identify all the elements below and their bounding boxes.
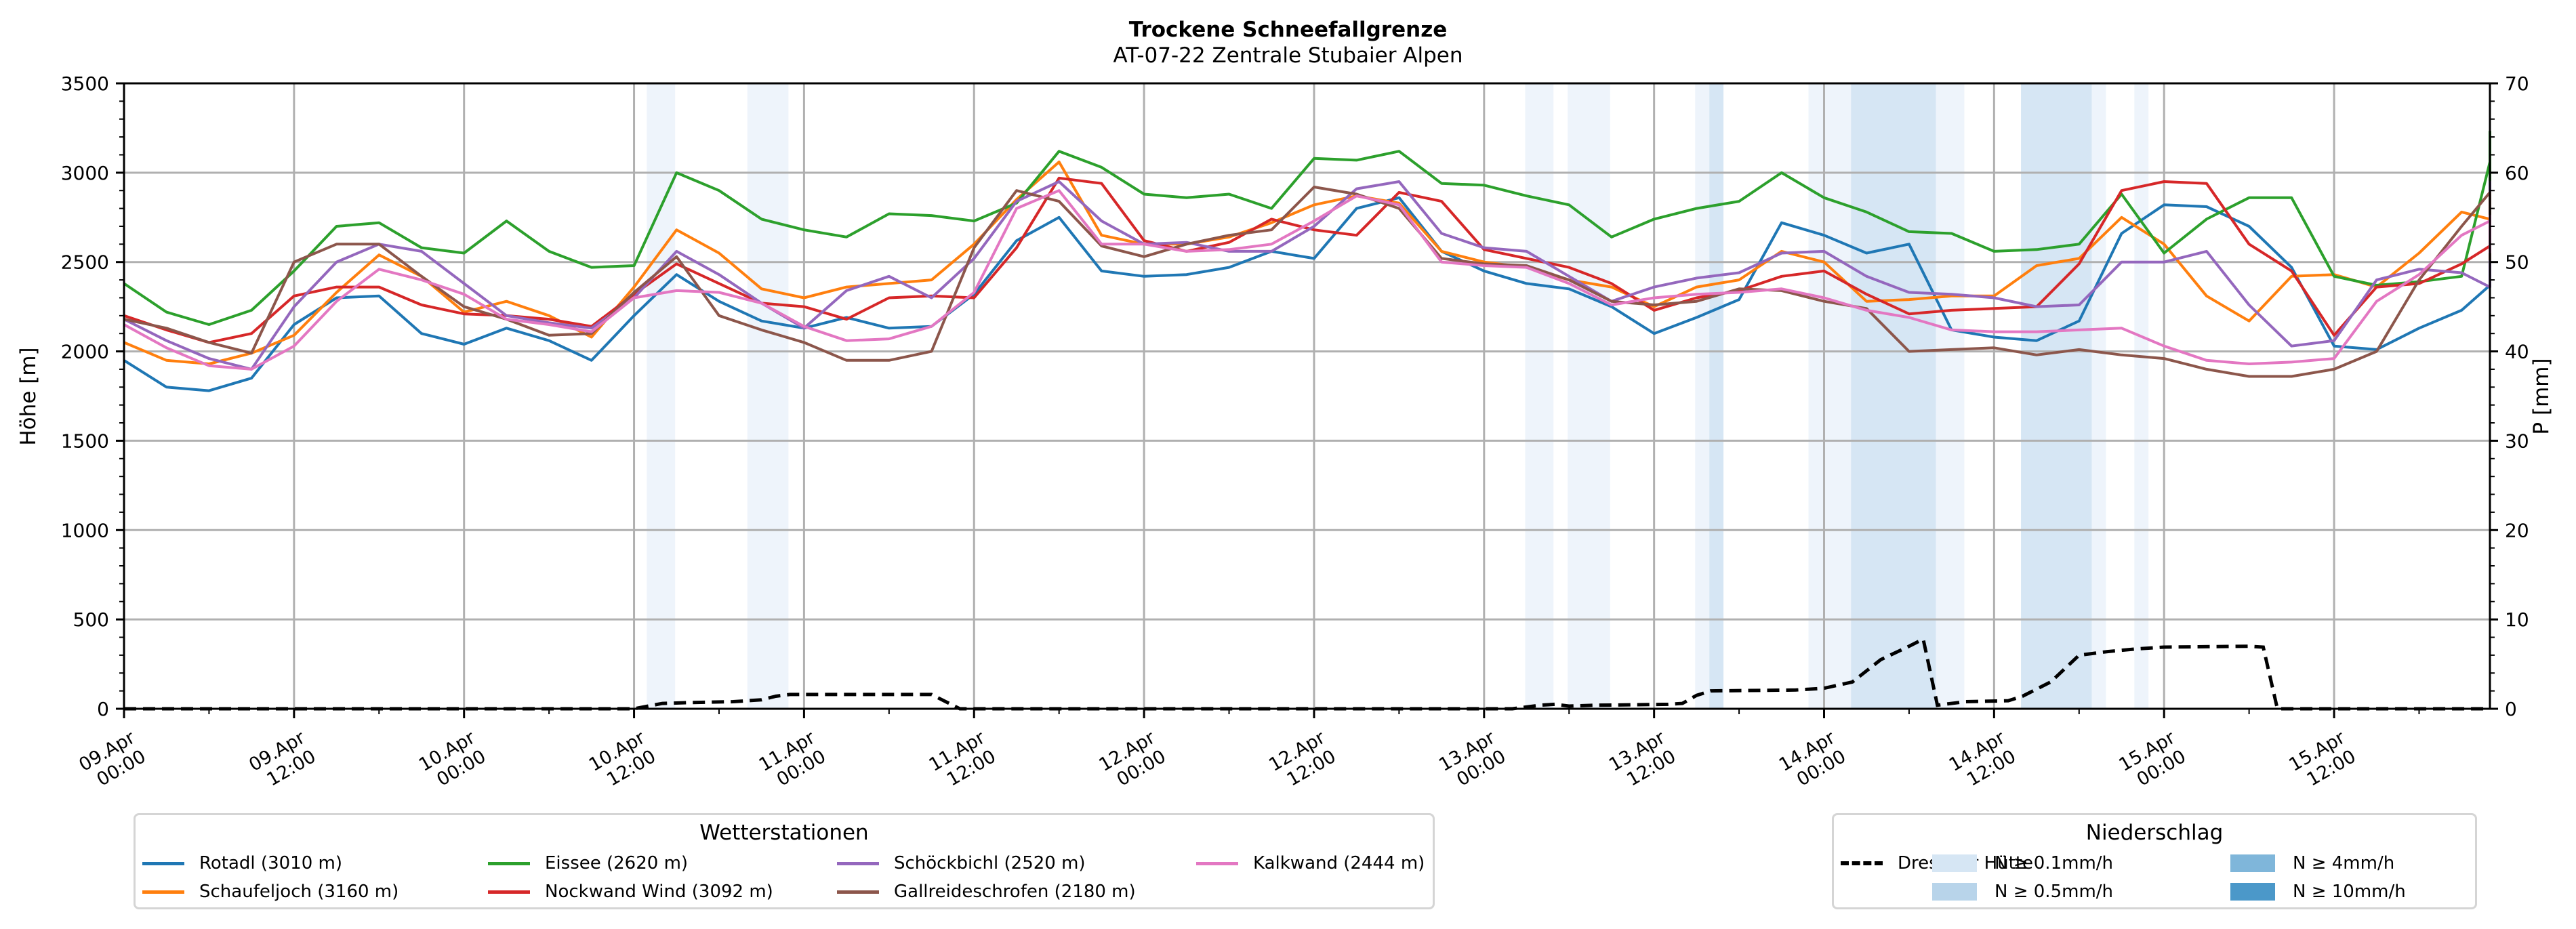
y2-tick-label: 10 [2505,608,2529,631]
precip-band [1568,83,1610,709]
station-lines [123,130,2491,392]
line-sample-icon [488,890,530,894]
chart-svg: 0 500 1000 1500 2000 2500 3000 3500 0 10 20 30 40 50 6… [16,73,2554,791]
legend-label: Schöckbichl (2520 m) [894,853,1086,873]
legend-label: Eissee (2620 m) [545,853,689,873]
precip-band [2134,83,2149,709]
precip-line-group [124,636,2490,711]
y-axis-label: Höhe [m] [16,347,41,445]
legend-item-precip-2: N ≥ 4mm/h [2230,853,2394,873]
line-sample-icon [837,890,879,894]
legend-item-precip-0: N ≥ 0.1mm/h [1932,853,2113,873]
chart-title: Trockene Schneefallgrenze [1128,18,1448,42]
y-tick-label: 2500 [61,251,109,274]
plot-frame [123,82,2491,710]
swatch-icon [2230,883,2275,901]
legend-label: N ≥ 0.1mm/h [1995,853,2114,873]
y-tick-label: 1000 [61,519,109,541]
y-tick-label: 3000 [61,162,109,184]
line-sample-icon [1196,861,1238,865]
line-sample-icon [142,861,184,865]
y2-tick-label: 60 [2505,162,2529,184]
legend-stations: Wetterstationen Rotadl (3010 m) Schaufelj… [134,813,1435,909]
precip-band [1936,83,1965,709]
line-sample-icon [142,890,184,894]
y2-tick-label: 50 [2505,251,2529,274]
precip-bands [647,83,2149,709]
legend-item-station: Rotadl (3010 m) [142,853,342,873]
legend-item-station: Schöckbichl (2520 m) [837,853,1086,873]
legend-item-station: Gallreideschrofen (2180 m) [837,882,1136,902]
swatch-icon [1932,883,1977,901]
y2-tick-label: 20 [2505,519,2529,541]
y2-axis-label: P [mm] [2529,358,2554,434]
precip-line [124,636,2490,711]
dashed-line-icon [1841,861,1883,865]
legend-item-station: Kalkwand (2444 m) [1196,853,1425,873]
legend-label: Nockwand Wind (3092 m) [545,882,773,902]
legend-label: Schaufeljoch (3160 m) [199,882,399,902]
legend-label: Rotadl (3010 m) [199,853,342,873]
legend-label: N ≥ 0.5mm/h [1995,882,2114,902]
legend-item-precip-3: N ≥ 10mm/h [2230,882,2406,902]
legend-stations-title: Wetterstationen [699,821,869,845]
y-tick-label: 3500 [61,73,109,95]
precip-band [647,83,676,709]
series-line-6 [123,189,2491,371]
y2-tick-label: 30 [2505,430,2529,452]
legend-item-precip-1: N ≥ 0.5mm/h [1932,882,2113,902]
y-tick-label: 2000 [61,341,109,363]
swatch-icon [1932,854,1977,872]
y-tick-label: 500 [73,608,109,631]
y2-tick-label: 70 [2505,73,2529,95]
legend-precip-title: Niederschlag [2085,821,2224,845]
y2-tick-label: 40 [2505,341,2529,363]
legend-label: Gallreideschrofen (2180 m) [894,882,1136,902]
legend-item-station: Eissee (2620 m) [488,853,688,873]
line-sample-icon [837,861,879,865]
precip-band [1525,83,1554,709]
precip-band [747,83,789,709]
precip-band [2091,83,2106,709]
legend-item-station: Schaufeljoch (3160 m) [142,882,398,902]
y-tick-label: 0 [97,698,109,720]
precip-band [1851,83,1936,709]
legend-item-station: Nockwand Wind (3092 m) [488,882,773,902]
series-line-3 [123,176,2491,344]
precip-band [1695,83,1710,709]
y2-tick-label: 0 [2505,698,2517,720]
legend-label: N ≥ 4mm/h [2293,853,2395,873]
series-line-1 [123,161,2491,365]
chart-subtitle: AT-07-22 Zentrale Stubaier Alpen [1113,43,1463,68]
legend-label: N ≥ 10mm/h [2293,882,2406,902]
series-line-0 [123,196,2491,392]
series-line-4 [123,180,2491,371]
precip-band [2021,83,2092,709]
legend-label: Kalkwand (2444 m) [1253,853,1425,873]
legend-precip: Niederschlag Dresdner Hütte N ≥ 0.1mm/h … [1832,813,2477,909]
series-line-2 [123,130,2491,326]
precip-band [1709,83,1724,709]
line-sample-icon [488,861,530,865]
precip-band [1808,83,1852,709]
y-tick-label: 1500 [61,430,109,452]
series-line-5 [123,186,2491,378]
swatch-icon [2230,854,2275,872]
